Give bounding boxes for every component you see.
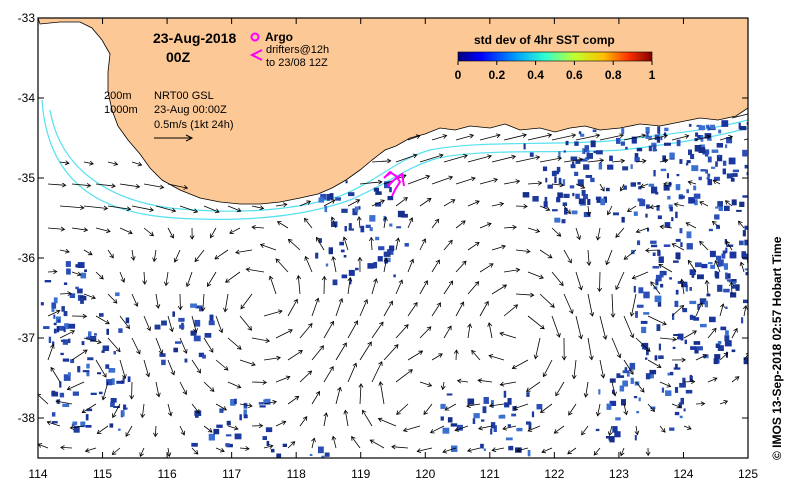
lon-tick-label: 114 [28, 467, 47, 481]
lon-tick-label: 123 [609, 467, 629, 481]
drifter-tracks [383, 170, 405, 197]
argo-icon [250, 32, 260, 42]
colorbar-tick-label: 0 [455, 68, 462, 82]
product-time-label: 23-Aug 00:00Z [154, 104, 227, 116]
contour-1000m-label: 1000m [104, 104, 138, 116]
longitude-axis: 114 115 116 117 118 119 120 121 122 123 124 125 [28, 18, 758, 481]
colorbar: std dev of 4hr SST comp 0 0.2 0.4 0.6 0.8 1 [455, 33, 656, 82]
lat-tick-label: -35 [18, 171, 36, 185]
lon-tick-label: 121 [480, 467, 500, 481]
colorbar-gradient [457, 51, 653, 62]
contour-200m-label: 200m [104, 90, 132, 102]
lon-tick-label: 116 [158, 467, 177, 481]
lat-tick-label: -34 [18, 91, 36, 105]
lon-tick-label: 125 [738, 467, 758, 481]
lat-tick-label: -38 [18, 411, 36, 425]
colorbar-tick-label: 0.4 [527, 68, 544, 82]
product-label: NRT00 GSL [154, 90, 214, 102]
drifters-period-label: to 23/08 12Z [266, 57, 328, 69]
argo-legend: Argo [250, 30, 293, 44]
scale-label: 0.5m/s (1kt 24h) [154, 119, 233, 131]
lon-tick-label: 119 [351, 467, 370, 481]
lon-tick-label: 124 [673, 467, 693, 481]
lat-tick-label: -33 [18, 11, 36, 25]
colorbar-tick-label: 1 [649, 68, 656, 82]
drifters-label: drifters@12h [266, 44, 329, 56]
lon-tick-label: 115 [93, 467, 112, 481]
latitude-axis: -33 -34 -35 -36 -37 -38 [18, 11, 748, 425]
contour-legend: 200m 1000m [104, 90, 138, 116]
lon-tick-label: 117 [222, 467, 241, 481]
colorbar-tick-label: 0.2 [488, 68, 505, 82]
drifters-legend: drifters@12h to 23/08 12Z [249, 44, 329, 69]
argo-label: Argo [265, 30, 293, 44]
date-label: 23-Aug-2018 [153, 30, 236, 46]
contour-1000m [41, 99, 748, 221]
lon-tick-label: 122 [544, 467, 564, 481]
current-vectors [38, 113, 748, 458]
lon-tick-label: 118 [287, 467, 306, 481]
scale-arrow [154, 134, 194, 142]
plot-frame [37, 17, 749, 459]
time-label: 00Z [166, 49, 191, 65]
drifter-icon [249, 49, 263, 61]
colorbar-title: std dev of 4hr SST comp [474, 33, 615, 47]
lat-tick-label: -37 [18, 331, 36, 345]
lon-tick-label: 120 [415, 467, 435, 481]
colorbar-tick-label: 0.8 [605, 68, 622, 82]
land-mass [38, 18, 748, 205]
lat-tick-label: -36 [18, 251, 36, 265]
colorbar-tick-label: 0.6 [566, 68, 583, 82]
credit-label: © IMOS 13-Sep-2018 02:57 Hobart Time [770, 236, 784, 460]
